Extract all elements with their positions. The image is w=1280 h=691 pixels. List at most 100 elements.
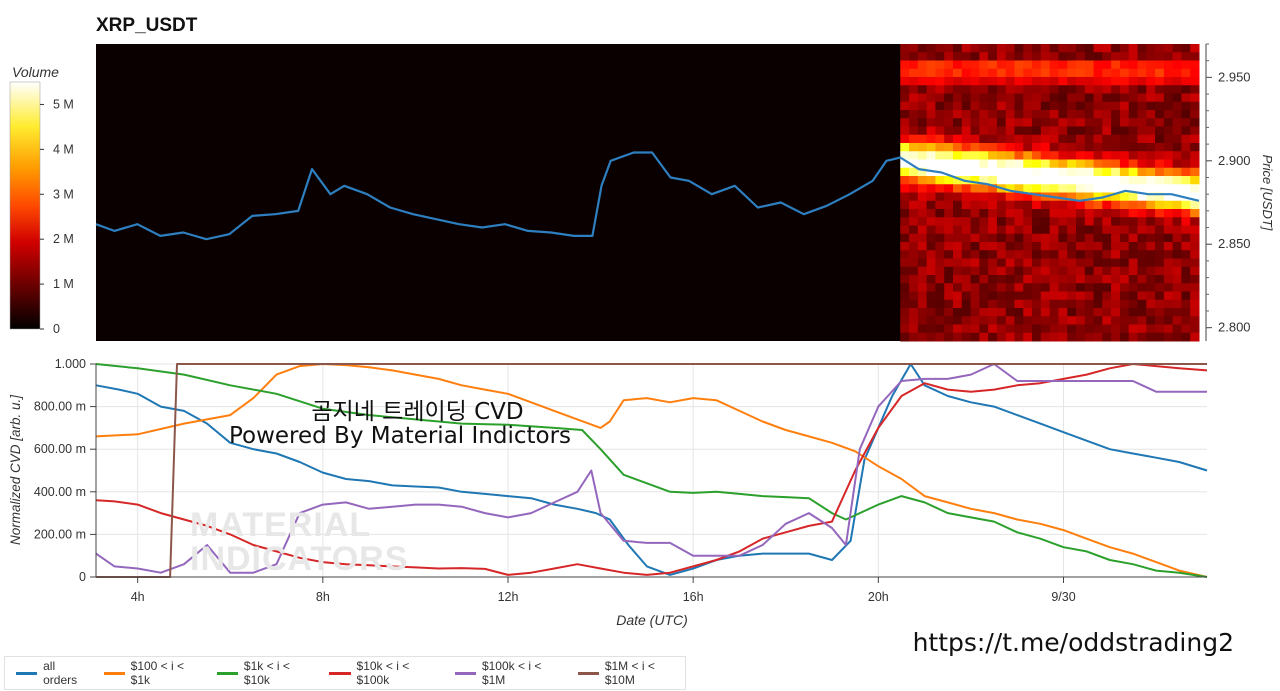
heatmap-cell bbox=[1146, 242, 1156, 251]
cvd-x-tick-label: 16h bbox=[683, 590, 704, 604]
heatmap-cell bbox=[917, 77, 928, 86]
heatmap-cell bbox=[1181, 44, 1191, 53]
legend-item-10k-100k[interactable]: $10k < i < $100k bbox=[329, 659, 441, 687]
heatmap-cell bbox=[935, 266, 945, 276]
heatmap-cell bbox=[917, 118, 928, 127]
legend-item-100-1k[interactable]: $100 < i < $1k bbox=[103, 659, 204, 687]
legend-item-100k-1m[interactable]: $100k < i < $1M bbox=[454, 659, 565, 687]
heatmap-cell bbox=[1111, 159, 1121, 169]
heatmap-cell bbox=[952, 233, 963, 243]
heatmap-cell bbox=[926, 291, 936, 301]
heatmap-cell bbox=[1181, 77, 1191, 86]
heatmap-cell bbox=[1058, 68, 1068, 78]
heatmap-cell bbox=[1049, 217, 1059, 226]
legend-item-1m-10m[interactable]: $1M < i < $10M bbox=[577, 659, 685, 687]
heatmap-cell bbox=[917, 176, 928, 185]
telegram-link[interactable]: https://t.me/oddstrading2 bbox=[912, 628, 1234, 657]
heatmap-cell bbox=[979, 52, 989, 61]
heatmap-cell bbox=[1084, 85, 1095, 94]
heatmap-cell bbox=[996, 275, 1007, 284]
legend-label: $1k < i < $10k bbox=[243, 659, 290, 687]
heatmap-cell bbox=[1146, 324, 1156, 334]
cvd-x-axis-label: Date (UTC) bbox=[616, 612, 688, 628]
heatmap-cell bbox=[1093, 250, 1103, 259]
heatmap-cell bbox=[961, 167, 972, 177]
heatmap-cell bbox=[1137, 324, 1147, 334]
heatmap-cell bbox=[935, 101, 945, 111]
heatmap-cell bbox=[1172, 151, 1182, 160]
heatmap-cell bbox=[917, 143, 928, 152]
heatmap-cell bbox=[1067, 134, 1077, 144]
heatmap-cell bbox=[1163, 316, 1174, 325]
heatmap-cell bbox=[944, 217, 954, 226]
heatmap-cell bbox=[1181, 143, 1191, 152]
heatmap-cell bbox=[979, 258, 989, 268]
heatmap-cell bbox=[1075, 332, 1086, 342]
legend-item-1k-10k[interactable]: $1k < i < $10k bbox=[216, 659, 317, 687]
heatmap-cell bbox=[952, 275, 963, 284]
heatmap-cell bbox=[1102, 85, 1112, 94]
heatmap-cell bbox=[944, 167, 954, 177]
heatmap-cell bbox=[1058, 85, 1068, 94]
heatmap-cell bbox=[952, 151, 963, 160]
heatmap-cell bbox=[1137, 275, 1147, 284]
heatmap-cell bbox=[1137, 101, 1147, 111]
colorbar-tick-label: 4 M bbox=[53, 142, 74, 156]
heatmap-cell bbox=[1128, 209, 1138, 218]
heatmap-cell bbox=[900, 151, 910, 160]
heatmap-cell bbox=[1102, 200, 1112, 210]
heatmap-cell bbox=[909, 184, 919, 193]
heatmap-cell bbox=[979, 101, 989, 111]
heatmap-cell bbox=[1102, 291, 1112, 301]
heatmap-cell bbox=[961, 52, 972, 61]
heatmap-cell bbox=[1172, 242, 1182, 251]
heatmap-cell bbox=[979, 275, 989, 284]
heatmap-cell bbox=[1137, 291, 1147, 301]
heatmap-cell bbox=[1137, 242, 1147, 251]
heatmap-cell bbox=[961, 316, 972, 325]
heatmap-cell bbox=[1014, 291, 1024, 301]
heatmap-cell bbox=[1181, 110, 1191, 119]
heatmap-cell bbox=[1049, 77, 1059, 86]
heatmap-cell bbox=[970, 209, 980, 218]
heatmap-cell bbox=[1023, 316, 1033, 325]
heatmap-cell bbox=[1049, 258, 1059, 268]
heatmap-cell bbox=[1093, 118, 1103, 127]
heatmap-cell bbox=[1137, 126, 1147, 136]
heatmap-cell bbox=[1084, 167, 1095, 177]
heatmap-cell bbox=[1190, 44, 1200, 53]
heatmap-cell bbox=[952, 77, 963, 86]
heatmap-cell bbox=[1023, 85, 1033, 94]
heatmap-cell bbox=[944, 151, 954, 160]
legend-item-all-orders[interactable]: all orders bbox=[16, 659, 91, 687]
heatmap-cell bbox=[952, 167, 963, 177]
heatmap-cell bbox=[944, 308, 954, 317]
cvd-x-tick-label: 4h bbox=[131, 590, 145, 604]
heatmap-cell bbox=[1014, 159, 1024, 169]
heatmap-cell bbox=[1111, 250, 1121, 259]
heatmap-cell bbox=[1023, 258, 1033, 268]
heatmap-cell bbox=[1102, 101, 1112, 111]
heatmap-cell bbox=[1093, 143, 1103, 152]
heatmap-cell bbox=[1067, 324, 1077, 334]
heatmap-cell bbox=[1111, 192, 1121, 202]
heatmap-cell bbox=[1181, 85, 1191, 94]
heatmap-cell bbox=[1049, 93, 1059, 103]
heatmap-cell bbox=[1146, 266, 1156, 276]
heatmap-cell bbox=[917, 308, 928, 317]
heatmap-cell bbox=[979, 167, 989, 177]
heatmap-cell bbox=[1128, 77, 1138, 86]
heatmap-cell bbox=[1067, 167, 1077, 177]
heatmap-cell bbox=[935, 126, 945, 136]
heatmap-cell bbox=[1014, 126, 1024, 136]
heatmap-cell bbox=[1137, 250, 1147, 259]
heatmap-cell bbox=[1058, 77, 1068, 86]
heatmap-cell bbox=[917, 184, 928, 193]
heatmap-cell bbox=[1093, 233, 1103, 243]
heatmap-cell bbox=[1111, 258, 1121, 268]
heatmap-cell bbox=[961, 250, 972, 259]
heatmap-cell bbox=[909, 299, 919, 309]
heatmap-cell bbox=[979, 324, 989, 334]
heatmap-cell bbox=[970, 225, 980, 235]
heatmap-cell bbox=[900, 44, 910, 53]
